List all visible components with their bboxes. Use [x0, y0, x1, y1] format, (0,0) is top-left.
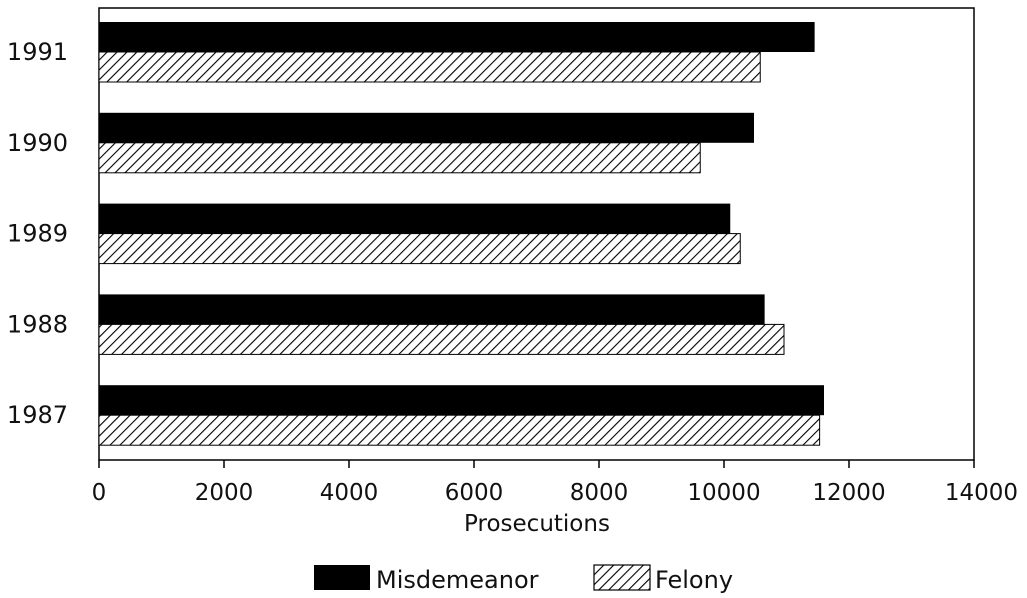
bar-misdemeanor-1987 [99, 385, 824, 416]
x-tick-label-10000: 10000 [687, 480, 760, 506]
bar-felony-1988 [98, 323, 785, 355]
bar-misdemeanor-1989 [99, 203, 731, 234]
x-axis: 0 2000 4000 6000 8000 10000 12000 14000 [92, 460, 1018, 506]
bar-misdemeanor-1988 [99, 294, 765, 325]
y-tick-label-1989: 1989 [7, 220, 68, 248]
x-tick-label-12000: 12000 [812, 480, 885, 506]
legend-label-misdemeanor: Misdemeanor [376, 566, 539, 594]
y-tick-label-1991: 1991 [7, 38, 68, 66]
x-tick-label-2000: 2000 [195, 480, 254, 506]
bar-misdemeanor-1991 [99, 22, 815, 52]
y-tick-label-1990: 1990 [7, 129, 68, 157]
bar-felony-1987 [98, 414, 821, 446]
x-tick-label-14000: 14000 [945, 480, 1018, 506]
y-tick-label-1987: 1987 [7, 401, 68, 429]
bar-felony-1990 [98, 142, 701, 174]
x-tick-label-6000: 6000 [445, 480, 504, 506]
bar-misdemeanor-1990 [99, 112, 754, 143]
legend-label-felony: Felony [655, 566, 733, 594]
legend-swatch-felony [593, 564, 651, 591]
bar-felony-1991 [98, 51, 761, 83]
bar-felony-1989 [98, 233, 741, 265]
x-axis-title: Prosecutions [464, 511, 610, 537]
legend-swatch-misdemeanor [314, 565, 370, 590]
x-tick-label-4000: 4000 [320, 480, 379, 506]
y-axis: 1991 1990 1989 1988 1987 [7, 38, 68, 429]
legend: Misdemeanor Felony [314, 564, 733, 594]
x-tick-label-0: 0 [92, 480, 107, 506]
x-tick-label-8000: 8000 [570, 480, 629, 506]
y-tick-label-1988: 1988 [7, 310, 68, 338]
bars-layer [98, 22, 824, 446]
